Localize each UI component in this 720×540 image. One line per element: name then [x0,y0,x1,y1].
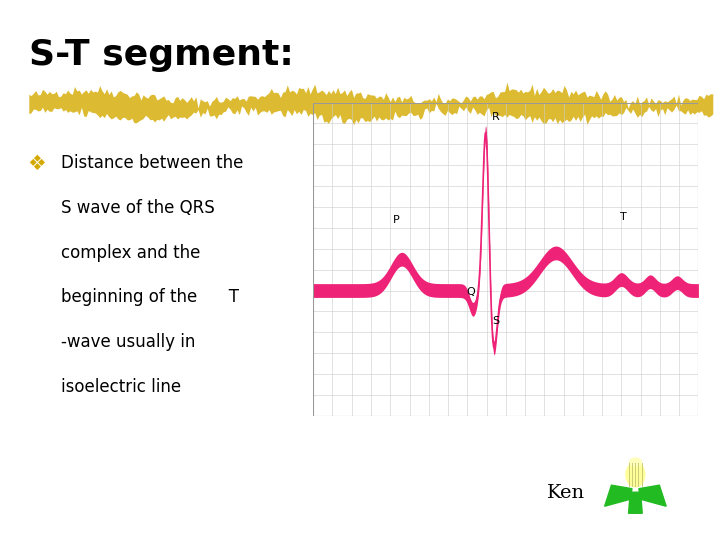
Text: Q: Q [466,287,474,298]
Text: Ken: Ken [547,484,585,502]
Text: S: S [492,315,499,326]
Text: R: R [492,112,500,122]
Text: T: T [620,212,626,222]
Text: beginning of the      T: beginning of the T [61,288,239,306]
Text: Distance between the: Distance between the [61,154,243,172]
Text: isoelectric line: isoelectric line [61,378,181,396]
Text: ❖: ❖ [27,154,46,174]
Ellipse shape [629,458,642,467]
Polygon shape [605,485,632,507]
Polygon shape [629,492,642,513]
Ellipse shape [626,462,645,487]
Text: S wave of the QRS: S wave of the QRS [61,199,215,217]
Text: complex and the: complex and the [61,244,201,261]
Polygon shape [639,485,666,507]
Text: S-T segment:: S-T segment: [29,38,294,72]
Text: -wave usually in: -wave usually in [61,333,196,351]
Text: P: P [392,215,400,225]
